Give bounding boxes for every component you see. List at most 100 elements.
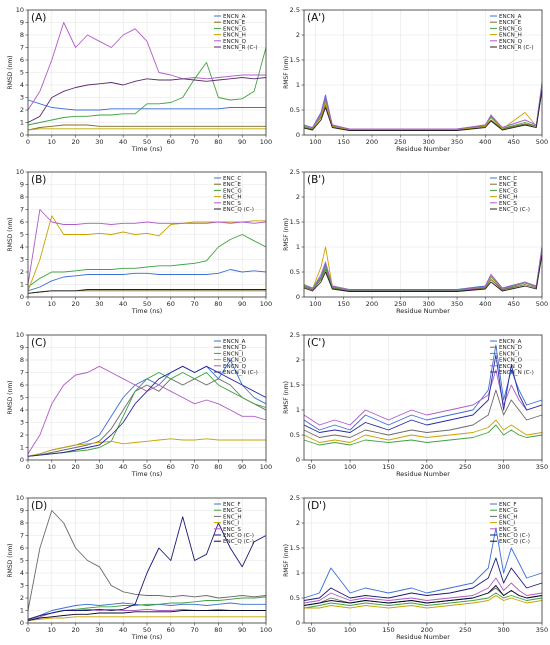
x-tick-label: 100 — [260, 138, 272, 146]
legend-entry: ENC_G — [223, 188, 242, 194]
x-tick-label: 40 — [119, 138, 127, 146]
legend-entry: ENC_Q (C-) — [499, 207, 530, 213]
x-tick-label: 80 — [214, 626, 222, 634]
x-tick-label: 100 — [344, 463, 356, 471]
y-tick-label: 4 — [20, 406, 24, 414]
legend-entry: ENCN_I — [223, 351, 244, 357]
x-tick-label: 50 — [143, 463, 151, 471]
y-tick-label: 9 — [20, 19, 24, 27]
y-tick-label: 8 — [20, 31, 24, 39]
x-tick-label: 30 — [95, 463, 103, 471]
legend-entry: ENC_Q (C-) — [223, 207, 254, 213]
chart-panel: 0 10 20 30 40 50 60 70 80 90 100 0 1 2 3 4 5 6 7 8 9 10 Time (… — [7, 6, 272, 153]
panel-label: (B') — [307, 174, 325, 186]
x-tick-label: 90 — [238, 138, 246, 146]
series-line — [303, 254, 543, 292]
y-tick-label: 9 — [20, 344, 24, 352]
x-tick-label: 450 — [507, 138, 519, 146]
panel-label: (C) — [31, 337, 47, 349]
legend-entry: ENC_H — [499, 195, 518, 201]
series-line — [27, 128, 266, 131]
legend-entry: ENCN_D — [499, 345, 522, 351]
series-line — [27, 47, 267, 126]
x-tick-label: 50 — [143, 626, 151, 634]
series-line — [27, 510, 267, 611]
y-tick-label: 2 — [20, 106, 24, 114]
y-tick-label: 8 — [20, 193, 24, 201]
y-axis-label: RMSF (nm) — [283, 218, 290, 251]
y-tick-label: 1 — [20, 281, 24, 289]
legend-entry: ENCN_A — [223, 339, 246, 345]
x-tick-label: 200 — [421, 626, 433, 634]
series-line — [303, 82, 543, 130]
legend-entry: ENCN_A — [223, 14, 246, 20]
series-line — [303, 87, 543, 131]
y-tick-label: 0 — [296, 131, 300, 139]
y-tick-label: 2 — [296, 193, 300, 201]
y-axis-label: RMSD (nm) — [7, 55, 14, 89]
y-tick-label: 2 — [20, 431, 24, 439]
y-tick-label: 7 — [20, 206, 24, 214]
y-tick-label: 5 — [20, 231, 24, 239]
x-tick-label: 250 — [394, 138, 406, 146]
x-tick-label: 70 — [190, 138, 198, 146]
y-tick-label: 4 — [20, 569, 24, 577]
chart-panel: 100 150 200 250 300 350 400 450 500 0 0.5 1 1.5 2 2.5 R… — [283, 168, 548, 315]
x-tick-label: 250 — [459, 626, 471, 634]
plot-frame — [303, 497, 543, 624]
legend-entry: ENC_S — [223, 201, 241, 207]
y-tick-label: 10 — [16, 494, 24, 502]
legend-entry: ENC_Q (C-) — [223, 539, 254, 545]
x-axis-label: Time (ns) — [131, 145, 163, 153]
legend-entry: ENC_C — [223, 176, 241, 182]
x-tick-label: 20 — [71, 626, 79, 634]
x-tick-label: 300 — [422, 138, 434, 146]
legend-entry: ENCN_Q — [223, 364, 247, 370]
y-tick-label: 3 — [20, 94, 24, 102]
y-tick-label: 10 — [16, 168, 24, 176]
legend-entry: ENCN_Q — [223, 39, 247, 45]
x-tick-label: 0 — [26, 300, 30, 308]
x-tick-label: 0 — [26, 626, 30, 634]
x-tick-label: 90 — [238, 300, 246, 308]
x-tick-label: 350 — [451, 300, 463, 308]
legend-entry: ENC_O (C-) — [223, 533, 254, 539]
legend-entry: ENC_I — [223, 521, 239, 527]
y-axis-label: RMSD (nm) — [7, 380, 14, 414]
y-tick-label: 3 — [20, 419, 24, 427]
y-tick-label: 2 — [20, 594, 24, 602]
y-tick-label: 0.5 — [290, 106, 300, 114]
x-tick-label: 150 — [337, 138, 349, 146]
x-tick-label: 100 — [260, 300, 272, 308]
x-tick-label: 250 — [394, 300, 406, 308]
legend-entry: ENC_C — [499, 176, 517, 182]
x-tick-label: 10 — [48, 626, 56, 634]
legend-entry: ENCN_E — [223, 20, 246, 26]
x-tick-label: 40 — [119, 626, 127, 634]
series-line — [27, 269, 267, 292]
series-line — [27, 99, 266, 111]
series-line — [303, 592, 543, 609]
series-line — [27, 215, 266, 291]
x-tick-label: 450 — [507, 300, 519, 308]
panel-label: (B) — [31, 174, 46, 186]
legend-entry: ENC_O (C-) — [499, 533, 530, 539]
x-tick-label: 400 — [479, 300, 491, 308]
y-tick-label: 9 — [20, 507, 24, 515]
y-axis-label: RMSF (nm) — [283, 56, 290, 89]
legend-entry: ENC_H — [223, 195, 242, 201]
x-tick-label: 350 — [536, 626, 548, 634]
y-tick-label: 1 — [20, 444, 24, 452]
y-tick-label: 0.5 — [290, 268, 300, 276]
series-line — [303, 84, 543, 130]
legend-entry: ENCN_O — [223, 358, 247, 364]
series-line — [303, 419, 543, 443]
x-tick-label: 20 — [71, 463, 79, 471]
x-tick-label: 100 — [260, 463, 272, 471]
series-line — [303, 557, 543, 601]
series-line — [303, 389, 543, 438]
x-tick-label: 70 — [190, 300, 198, 308]
y-tick-label: 6 — [20, 381, 24, 389]
y-tick-label: 1 — [296, 569, 300, 577]
x-tick-label: 350 — [536, 463, 548, 471]
